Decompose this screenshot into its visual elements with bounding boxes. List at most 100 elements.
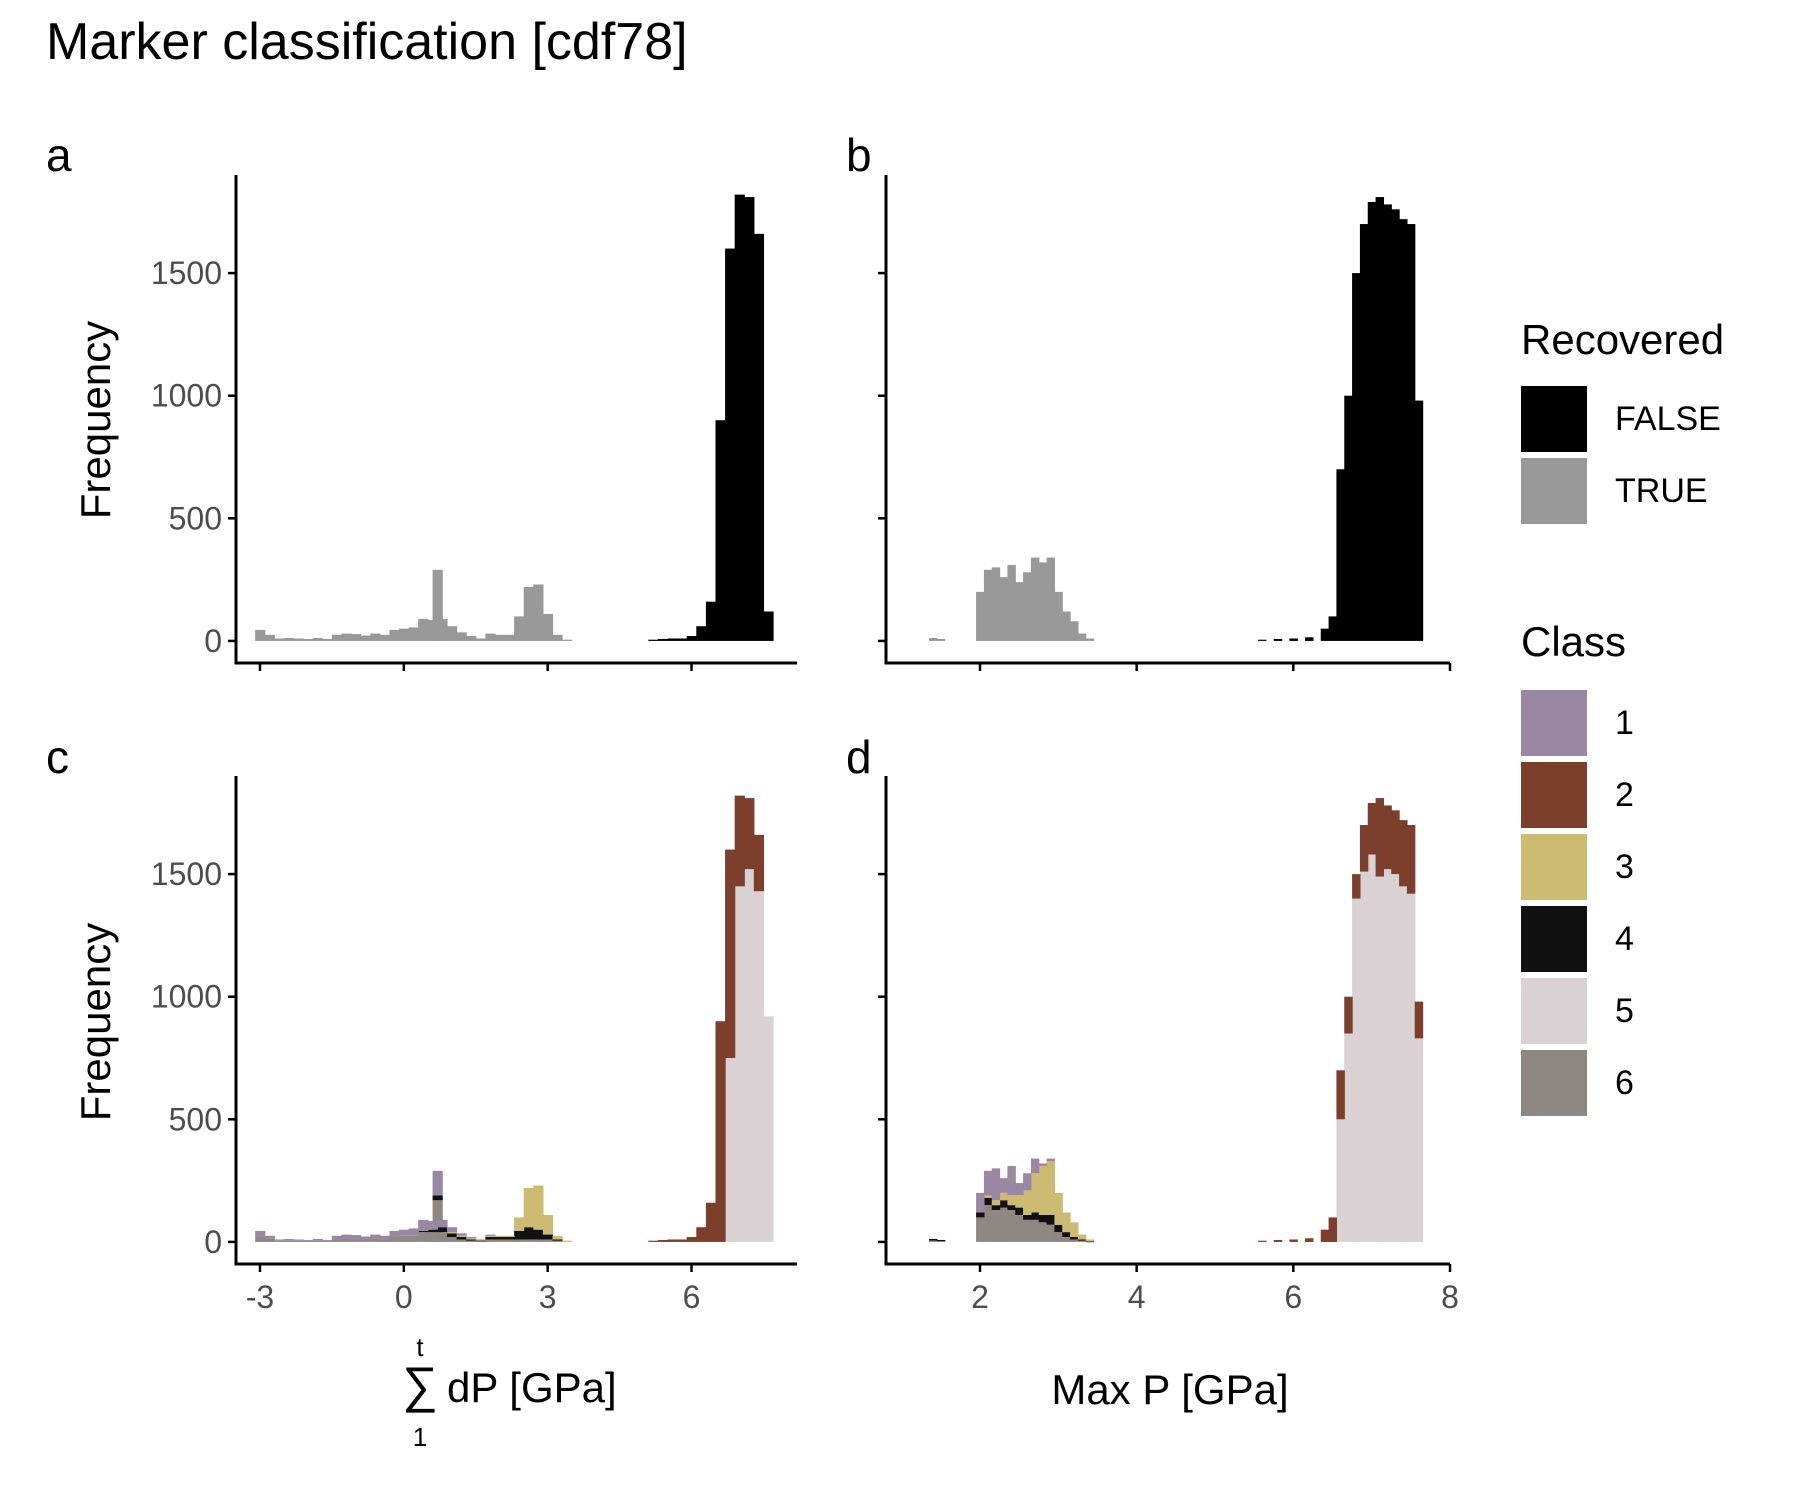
bar-c-class-6 xyxy=(446,1237,458,1242)
legend-key-false xyxy=(1521,386,1587,452)
bar-a-false xyxy=(657,638,669,641)
bar-d-class-2 xyxy=(1359,825,1369,872)
bar-c-class-1 xyxy=(274,1239,285,1241)
bar-a-true xyxy=(418,618,429,641)
y-tick-label-c: 1000 xyxy=(151,979,222,1015)
bar-d-class-3 xyxy=(1007,1195,1016,1206)
bar-c-class-6 xyxy=(264,1238,275,1242)
bar-a-true xyxy=(542,613,554,641)
bar-d-class-2 xyxy=(1383,805,1392,870)
bar-b-false xyxy=(1375,197,1385,641)
bar-a-true xyxy=(293,638,304,641)
bar-d-class-1 xyxy=(976,1192,985,1213)
bar-a-true xyxy=(331,634,343,641)
bar-c-class-6 xyxy=(303,1240,314,1242)
bar-d-class-5 xyxy=(1367,854,1377,1242)
xlabel-left-symbol: ∑ xyxy=(402,1357,438,1413)
bar-b-false xyxy=(1399,219,1408,641)
bar-a-true xyxy=(504,634,515,641)
bar-d-class-2 xyxy=(1305,1238,1314,1242)
bar-c-class-4 xyxy=(552,1239,563,1241)
panel-d: 2 4 6 8 xyxy=(878,776,1459,1315)
legend-label-false: FALSE xyxy=(1615,400,1721,438)
chart-title: Marker classification [cdf78] xyxy=(46,13,688,71)
bar-c-class-1 xyxy=(312,1238,323,1241)
bar-a-true xyxy=(485,633,496,641)
bar-a-true xyxy=(562,639,573,641)
bar-c-class-6 xyxy=(542,1239,554,1242)
bar-d-class-6 xyxy=(1070,1239,1079,1242)
bar-a-false xyxy=(753,233,765,641)
bar-b-true xyxy=(1007,564,1016,641)
bar-c-class-4 xyxy=(427,1229,438,1233)
y-tick-label-a: 1000 xyxy=(151,378,222,414)
bar-a-false xyxy=(648,639,659,641)
bar-d-class-4 xyxy=(991,1205,1001,1211)
bar-b-false xyxy=(1273,638,1283,641)
panel-letter-d: d xyxy=(846,731,872,783)
bar-c-class-6 xyxy=(523,1239,534,1242)
bar-c-class-3 xyxy=(504,1235,515,1238)
bar-c-class-2 xyxy=(705,1202,717,1242)
bar-b-true xyxy=(929,637,938,641)
bar-d-class-4 xyxy=(1023,1214,1032,1220)
bar-d-class-6 xyxy=(983,1205,993,1242)
bar-b-true xyxy=(1023,572,1032,641)
legend-label-class-6: 6 xyxy=(1615,1064,1634,1102)
bar-b-true xyxy=(999,577,1009,641)
bar-c-class-1 xyxy=(475,1239,486,1241)
bar-d-class-3 xyxy=(999,1192,1009,1201)
bar-b-true xyxy=(1070,621,1079,641)
legend-key-class-2 xyxy=(1521,762,1587,828)
bar-c-class-1 xyxy=(408,1228,419,1236)
bar-d-class-2 xyxy=(1273,1239,1283,1242)
bar-d-class-1 xyxy=(1007,1165,1016,1196)
bar-d-class-3 xyxy=(1085,1239,1095,1242)
bar-a-true xyxy=(408,627,419,641)
bar-c-class-4 xyxy=(432,1195,443,1201)
bar-a-true xyxy=(389,629,400,641)
legend-key-class-6 xyxy=(1521,1050,1587,1116)
bar-c-class-3 xyxy=(494,1235,506,1238)
bar-d-class-4 xyxy=(1077,1239,1087,1241)
bar-c-class-3 xyxy=(466,1238,477,1240)
bar-c-class-4 xyxy=(446,1233,458,1238)
bar-b-false xyxy=(1320,628,1330,641)
bar-c-class-6 xyxy=(341,1239,352,1242)
bar-d-class-3 xyxy=(1015,1195,1024,1208)
y-tick-label-c: 0 xyxy=(204,1224,222,1260)
bar-c-class-1 xyxy=(283,1238,295,1241)
bar-b-false xyxy=(1289,638,1298,641)
bar-c-class-1 xyxy=(341,1234,352,1240)
bar-a-true xyxy=(360,635,371,641)
bar-c-class-4 xyxy=(533,1229,544,1240)
bar-b-true xyxy=(1015,582,1024,641)
bar-d-class-5 xyxy=(1352,898,1361,1242)
bar-c-class-6 xyxy=(283,1240,295,1242)
bar-d-class-4 xyxy=(1046,1214,1056,1225)
bar-c-class-1 xyxy=(437,1219,448,1228)
bar-c-class-2 xyxy=(715,1021,726,1242)
legend-key-class-5 xyxy=(1521,978,1587,1044)
bar-d-class-6 xyxy=(1054,1232,1063,1242)
legend-key-true xyxy=(1521,458,1587,524)
bar-d-class-6 xyxy=(1062,1237,1071,1242)
bar-c-class-6 xyxy=(456,1239,467,1242)
bar-b-true xyxy=(1038,562,1048,641)
xlabel-left-sup: t xyxy=(416,1332,424,1362)
bar-d-class-2 xyxy=(1406,825,1416,894)
bar-b-true xyxy=(1046,557,1056,641)
bar-c-class-1 xyxy=(456,1233,467,1236)
bar-b-false xyxy=(1406,224,1416,641)
bar-a-false xyxy=(667,638,678,641)
bar-a-false xyxy=(677,638,688,641)
bar-d-class-3 xyxy=(991,1200,1001,1206)
bar-d-class-4 xyxy=(1007,1205,1016,1211)
bar-b-true xyxy=(1077,633,1087,641)
bar-c-class-6 xyxy=(494,1239,506,1242)
bar-c-class-3 xyxy=(552,1235,563,1240)
bar-d-class-4 xyxy=(1030,1212,1040,1220)
bar-a-true xyxy=(351,634,362,641)
bar-d-class-6 xyxy=(1030,1219,1040,1242)
bar-c-class-5 xyxy=(753,891,765,1242)
